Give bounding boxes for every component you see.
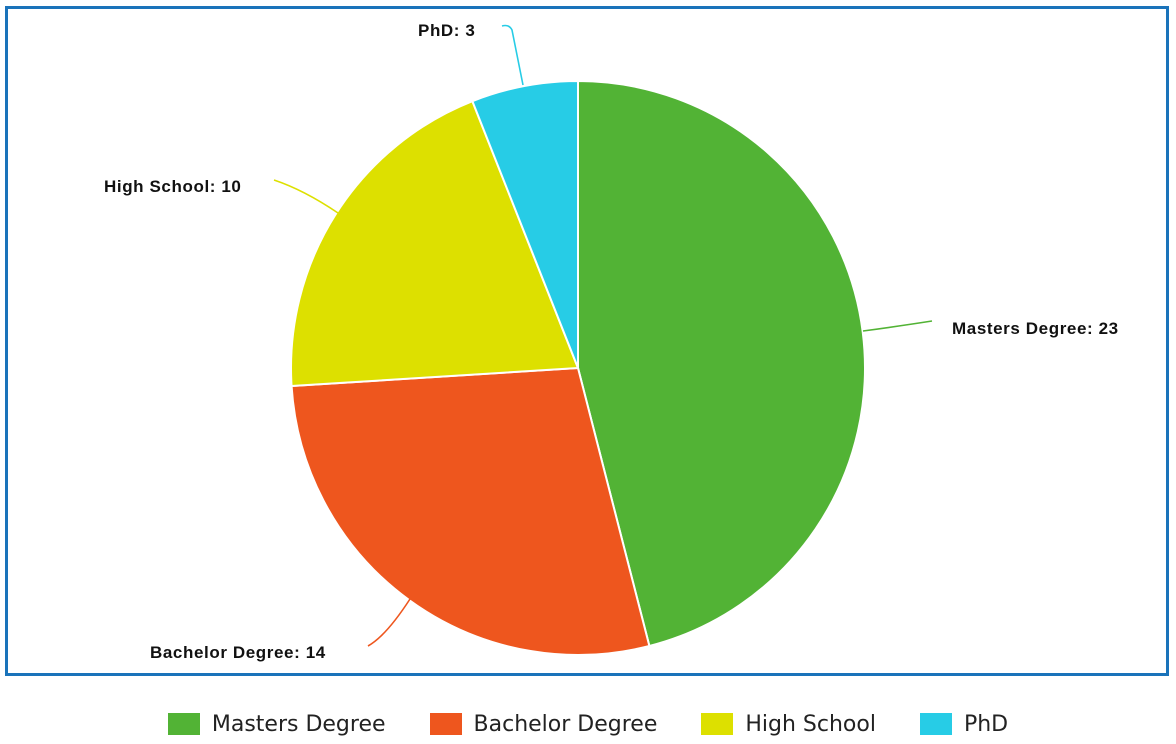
legend-item-masters-degree[interactable]: Masters Degree — [167, 711, 386, 737]
data-label-bachelor-degree: Bachelor Degree: 14 — [150, 643, 326, 662]
data-label-phd: PhD: 3 — [418, 21, 475, 40]
legend-item-phd[interactable]: PhD — [919, 711, 1009, 737]
legend-swatch-icon — [429, 713, 462, 735]
legend-label: Bachelor Degree — [473, 711, 658, 737]
pie-slice-masters-degree[interactable] — [577, 80, 866, 647]
pie-slice-high-school[interactable] — [290, 100, 579, 388]
legend-item-bachelor-degree[interactable]: Bachelor Degree — [429, 711, 658, 737]
leader-line-phd — [501, 24, 524, 86]
legend-label: Masters Degree — [211, 711, 386, 737]
pie-chart: Masters Degree: 23 Bachelor Degree: 14 Hig… — [104, 21, 1119, 662]
pie-slice-phd[interactable] — [471, 80, 579, 369]
legend-label: High School — [745, 711, 876, 737]
legend-label: PhD — [963, 711, 1009, 737]
legend-swatch-icon — [167, 713, 200, 735]
legend-swatch-icon — [701, 713, 734, 735]
data-label-high-school: High School: 10 — [104, 177, 241, 196]
legend-swatch-icon — [919, 713, 952, 735]
legend: Masters Degree Bachelor Degree High School… — [0, 706, 1176, 742]
legend-item-high-school[interactable]: High School — [701, 712, 876, 737]
leader-line-high-school — [273, 179, 339, 214]
data-label-masters-degree: Masters Degree: 23 — [952, 319, 1119, 338]
leader-line-masters-degree — [862, 320, 933, 332]
leader-line-bachelor-degree — [367, 598, 411, 647]
